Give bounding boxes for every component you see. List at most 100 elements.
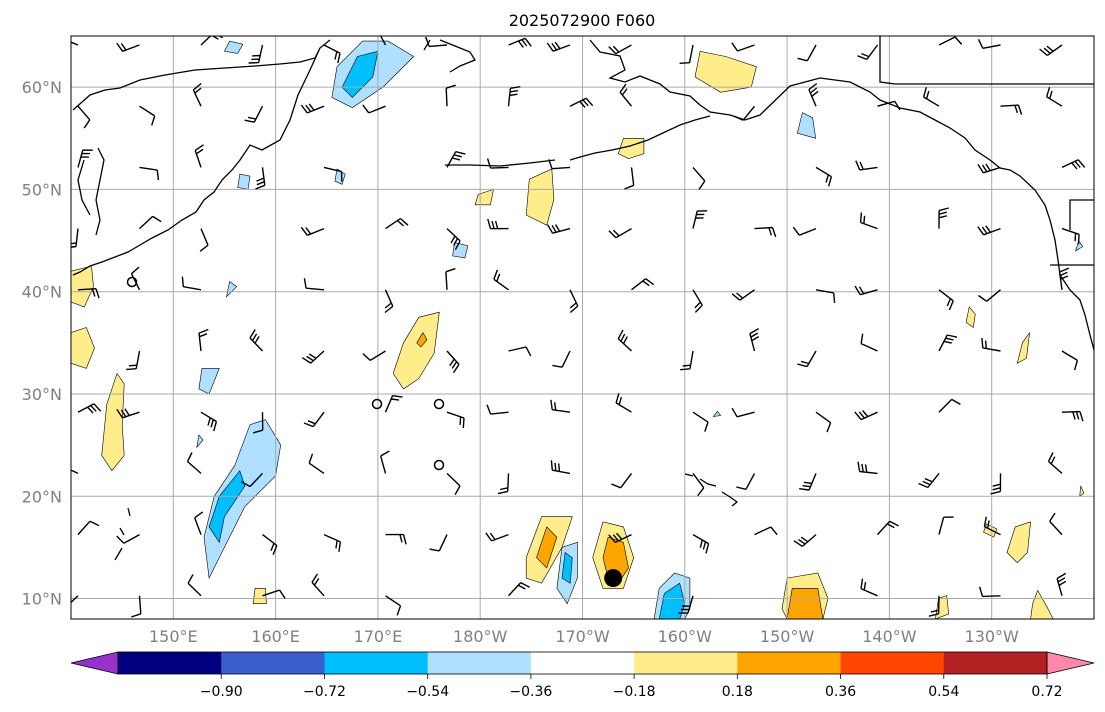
lat-label: 30°N [22,385,62,404]
wind-barb [508,37,532,48]
wind-barb [569,289,579,314]
colorbar-outline [117,651,1048,675]
wind-barb [857,44,879,61]
colorbar-bins [118,652,1048,674]
wind-barb [692,166,706,190]
wind-barb [797,350,817,368]
colorbar-tick-label: 0.72 [1031,684,1062,700]
contour-fill-pos2 [416,332,428,348]
wind-barb [323,533,342,552]
coastline-bc [879,36,1094,266]
wind-barb [507,581,530,597]
contour-fill-pos1 [392,311,440,390]
longitude-labels: 150°E 160°E 170°E 180°W 170°W 160°W 150°W 140°W… [149,627,1019,646]
map-title: 2025072900 F060 [509,11,656,30]
lat-label: 10°N [22,590,62,609]
wind-barb [797,44,817,62]
contour-fill-pos1 [1006,521,1031,564]
calm-circle [433,398,445,410]
wind-barb [815,289,836,303]
contour-fill-neg2 [658,582,686,619]
colorbar-tick-label: 0.54 [928,684,959,700]
wind-barb [508,346,532,357]
wind-barb [507,86,521,107]
contour-fill-neg2 [561,551,573,584]
wind-barb [677,595,694,614]
contour-fill-pos2 [536,526,558,569]
wind-barb [77,520,100,536]
wind-barb [139,166,160,181]
wind-barb [487,218,509,230]
wind-barb [248,44,264,64]
contour-fill-pos1 [1016,332,1030,364]
wind-barb [731,42,755,52]
wind-barb [200,36,223,46]
wind-barb [876,520,899,536]
colorbar-bin [634,652,738,674]
wind-barb [262,589,286,599]
wind-barb [139,105,156,126]
wind-barb [1046,87,1063,107]
contour-fill-neg1 [237,173,251,190]
wind-barb [938,289,954,311]
contour-fill-neg1 [452,242,469,259]
wind-barb [240,472,264,488]
wind-barb [486,158,509,169]
wind-barb [978,586,1001,598]
wind-barb [200,411,218,432]
coastline-kamchatka [72,39,331,276]
coastline-layer [72,36,1094,561]
wind-barb [692,289,703,313]
wind-barb [311,573,325,597]
wind-barb [385,218,409,230]
wind-barb [1049,512,1063,536]
wind-barb [754,526,778,536]
map-frame [70,35,1095,620]
wind-barb [981,337,1001,352]
wind-barb [854,285,878,296]
wind-barb [692,472,705,497]
wind-barb [493,269,509,291]
wind-barb [977,225,1001,236]
wind-barb [187,574,202,597]
contour-fill-pos1 [101,372,125,472]
wind-barb [429,534,448,552]
wind-barb [198,328,209,352]
wind-barb [194,511,204,535]
wind-barb [252,412,264,434]
wind-barb [300,226,325,236]
wind-barb [1039,44,1063,56]
colorbar-bin [840,652,945,674]
colorbar-bin [530,652,635,674]
wind-barb [244,105,264,123]
wind-barb [71,41,79,46]
wind-barb [131,595,142,618]
wind-barb [303,278,325,291]
lon-label: 170°E [354,627,403,646]
coastline-alaska [589,39,1094,351]
wind-barb [938,398,961,413]
wind-barb [485,532,509,542]
contour-fill-neg1 [1075,239,1084,252]
contour-fill-layer [71,40,1085,619]
calm-wind-markers [126,276,445,471]
wind-barb [617,329,632,352]
wind-barb [384,395,403,413]
colorbar-tick-label: −0.54 [406,684,449,700]
wind-barb [139,215,162,230]
wind-barb [116,408,140,419]
coastline-sakhalin [77,147,105,236]
wind-barb [379,36,387,46]
calm-circle [126,276,138,288]
wind-barb [619,83,633,107]
wind-barb [301,350,325,364]
graticule [71,36,1094,619]
wind-barb [815,411,832,433]
lat-label: 20°N [22,487,62,506]
wind-barb [323,44,341,64]
lon-label: 130°W [965,627,1020,646]
wind-barb [938,516,954,535]
contour-fill-pos1 [1030,589,1054,619]
wind-barb [323,166,343,182]
